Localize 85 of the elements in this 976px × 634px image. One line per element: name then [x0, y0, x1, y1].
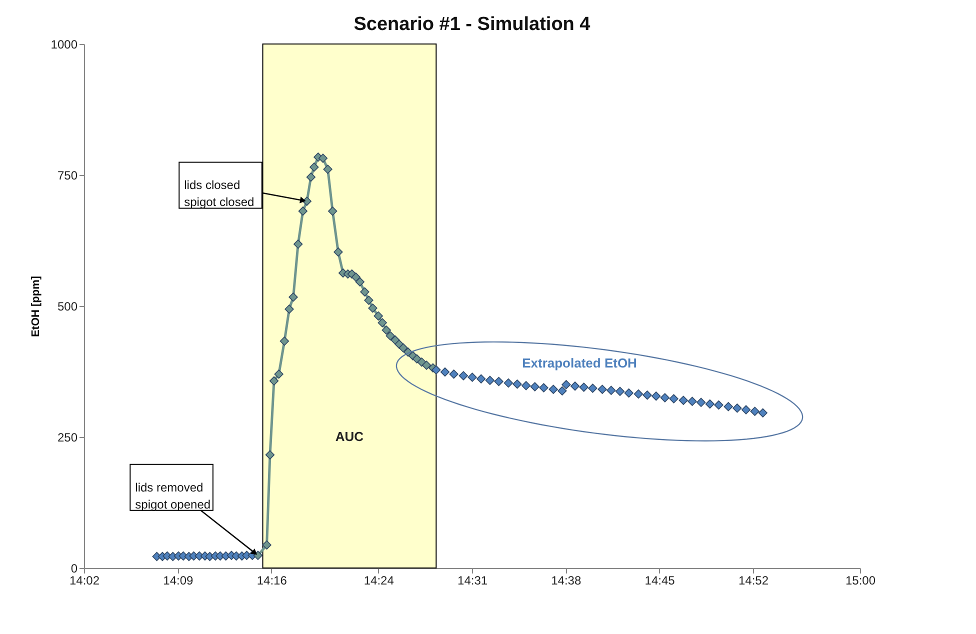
point: [705, 399, 714, 409]
x-tick-label: 15:00: [845, 574, 876, 588]
point: [652, 392, 661, 401]
point: [269, 376, 279, 386]
y-tick-label: 1000: [50, 38, 78, 52]
point: [449, 370, 458, 379]
point: [570, 382, 580, 391]
point: [355, 277, 364, 286]
x-tick-label: 14:45: [644, 574, 676, 588]
point: [280, 336, 290, 346]
point: [750, 406, 760, 416]
point: [468, 372, 477, 382]
point: [579, 382, 588, 392]
point: [265, 450, 275, 460]
point: [615, 386, 625, 396]
point: [306, 172, 316, 182]
point: [688, 396, 697, 406]
y-tick-label: 750: [57, 168, 78, 182]
point: [318, 154, 328, 163]
point: [562, 380, 571, 390]
point: [588, 384, 598, 393]
point: [440, 367, 450, 377]
point: [368, 304, 378, 313]
point: [310, 162, 319, 172]
point: [382, 326, 391, 335]
point: [624, 388, 634, 398]
point: [398, 343, 408, 353]
point: [548, 384, 558, 394]
point: [714, 400, 724, 410]
point: [262, 540, 272, 550]
x-tick-label: 14:09: [163, 574, 194, 588]
annotation: lids closed spigot closed: [184, 178, 254, 210]
point: [724, 402, 733, 412]
point: [432, 365, 441, 375]
x-tick-label: 14:38: [551, 574, 582, 588]
point: [634, 389, 644, 399]
point: [328, 206, 338, 216]
point: [351, 272, 360, 282]
point: [386, 331, 395, 340]
x-tick-label: 14:02: [69, 574, 100, 588]
y-axis-title: EtOH [ppm]: [30, 276, 42, 338]
point: [274, 370, 284, 379]
point: [288, 292, 298, 302]
chart-title: Scenario #1 - Simulation 4: [354, 14, 591, 35]
x-tick-label: 14:16: [256, 574, 288, 588]
point: [669, 394, 678, 404]
point: [494, 376, 504, 386]
point: [558, 386, 567, 396]
point: [606, 386, 616, 395]
point: [364, 296, 374, 305]
x-tick-label: 14:31: [458, 574, 488, 588]
point: [294, 240, 303, 249]
point: [422, 360, 432, 370]
point: [521, 381, 531, 390]
point: [696, 398, 706, 407]
point: [334, 247, 343, 257]
point: [758, 408, 768, 418]
point: [539, 383, 548, 392]
point: [642, 390, 652, 400]
point: [504, 378, 513, 388]
point: [374, 311, 383, 321]
band-label: AUC: [335, 429, 364, 444]
point: [253, 550, 263, 560]
annotation: lids removed spigot opened: [135, 480, 211, 512]
point: [741, 405, 751, 414]
series-label: Extrapolated EtOH: [522, 355, 637, 370]
y-tick-label: 250: [57, 430, 78, 444]
point: [598, 384, 607, 394]
y-tick-label: 500: [57, 300, 78, 314]
point: [512, 379, 522, 389]
point: [660, 393, 670, 402]
point: [485, 376, 495, 385]
point: [732, 404, 742, 413]
point: [678, 396, 688, 405]
point: [360, 287, 370, 296]
x-tick-label: 14:52: [738, 574, 769, 588]
x-tick-label: 14:24: [364, 574, 394, 588]
point: [530, 382, 540, 392]
point: [284, 304, 294, 314]
point: [476, 374, 486, 384]
point: [298, 206, 308, 216]
point: [323, 164, 332, 174]
point: [378, 318, 387, 328]
point: [458, 371, 468, 380]
y-tick-label: 0: [70, 562, 78, 576]
